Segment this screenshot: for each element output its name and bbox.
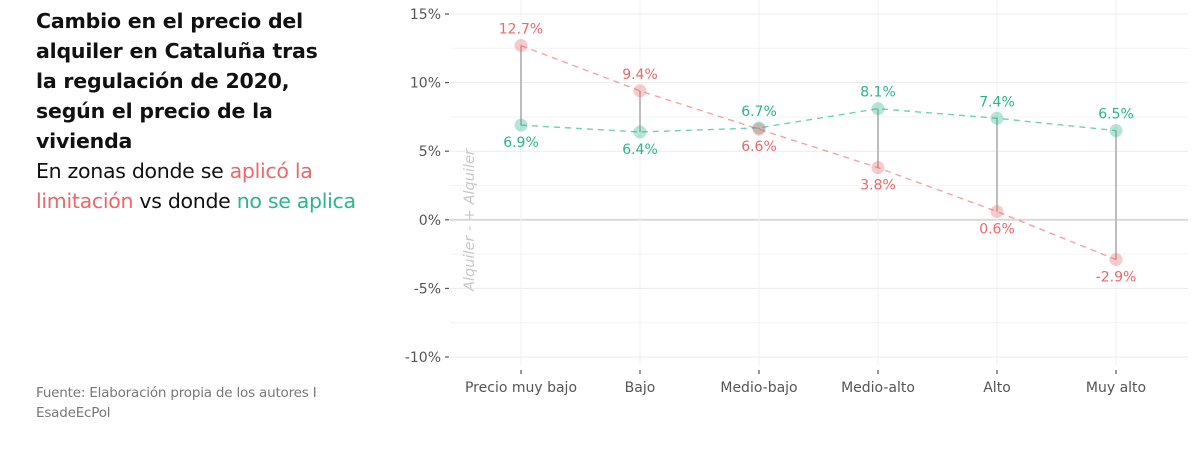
y-tick-label: -10% xyxy=(405,350,441,366)
source-note: Fuente: Elaboración propia de los autore… xyxy=(36,385,317,421)
applied-value-label: 12.7% xyxy=(499,22,543,38)
applied-dot xyxy=(752,122,766,136)
x-tick-label: Medio-bajo xyxy=(720,380,797,396)
subtitle-text: vs donde xyxy=(133,189,237,213)
y-tick-label: 5% xyxy=(419,144,441,160)
not-applied-trend-line xyxy=(520,107,1117,133)
applied-dot xyxy=(633,84,647,98)
not-applied-dot xyxy=(752,121,766,135)
not-applied-value-label: 7.4% xyxy=(979,94,1015,110)
applied-dot xyxy=(871,161,885,175)
not-applied-value-label: 6.7% xyxy=(741,104,777,120)
x-tick-label: Bajo xyxy=(625,380,656,396)
applied-value-label: 3.8% xyxy=(860,178,896,194)
x-tick-label: Precio muy bajo xyxy=(465,380,577,396)
not-applied-dot xyxy=(633,125,647,139)
subtitle-not-applied-highlight: no se aplica xyxy=(236,189,356,213)
title-line: alquiler en Cataluña tras xyxy=(36,39,318,63)
x-tick-label: Muy alto xyxy=(1086,380,1146,396)
x-tick-label: Alto xyxy=(983,380,1011,396)
title-line: la regulación de 2020, xyxy=(36,69,290,93)
applied-value-label: 9.4% xyxy=(622,67,658,83)
title-line: según el precio de la xyxy=(36,99,273,123)
text-panel: Cambio en el precio del alquiler en Cata… xyxy=(36,6,376,216)
subtitle-text: En zonas donde se xyxy=(36,159,230,183)
chart-title: Cambio en el precio del alquiler en Cata… xyxy=(36,6,376,156)
applied-dot xyxy=(1109,253,1123,267)
not-applied-value-label: 6.4% xyxy=(622,142,658,158)
applied-dot xyxy=(514,39,528,53)
not-applied-value-label: 8.1% xyxy=(860,85,896,101)
x-tick-label: Medio-alto xyxy=(841,380,915,396)
y-tick-label: 10% xyxy=(410,76,441,92)
not-applied-dot xyxy=(514,118,528,132)
applied-dot xyxy=(990,205,1004,219)
applied-value-label: -2.9% xyxy=(1096,270,1137,286)
title-line: vivienda xyxy=(36,129,133,153)
chart-subtitle: En zonas donde se aplicó la limitación v… xyxy=(36,156,376,216)
not-applied-dot xyxy=(1109,124,1123,138)
y-tick-label: -5% xyxy=(414,281,441,297)
title-line: Cambio en el precio del xyxy=(36,9,303,33)
not-applied-value-label: 6.9% xyxy=(503,135,539,151)
y-tick-label: 15% xyxy=(410,7,441,23)
not-applied-dot xyxy=(990,111,1004,125)
applied-value-label: 6.6% xyxy=(741,139,777,155)
applied-trend-line xyxy=(520,44,1117,261)
y-tick-label: 0% xyxy=(419,213,441,229)
not-applied-dot xyxy=(871,102,885,116)
applied-value-label: 0.6% xyxy=(979,222,1015,238)
subtitle-applied-highlight: aplicó la limitación xyxy=(36,159,313,213)
not-applied-value-label: 6.5% xyxy=(1098,107,1134,123)
axis-annotation-label: Alquiler - + Alquiler xyxy=(462,148,478,292)
